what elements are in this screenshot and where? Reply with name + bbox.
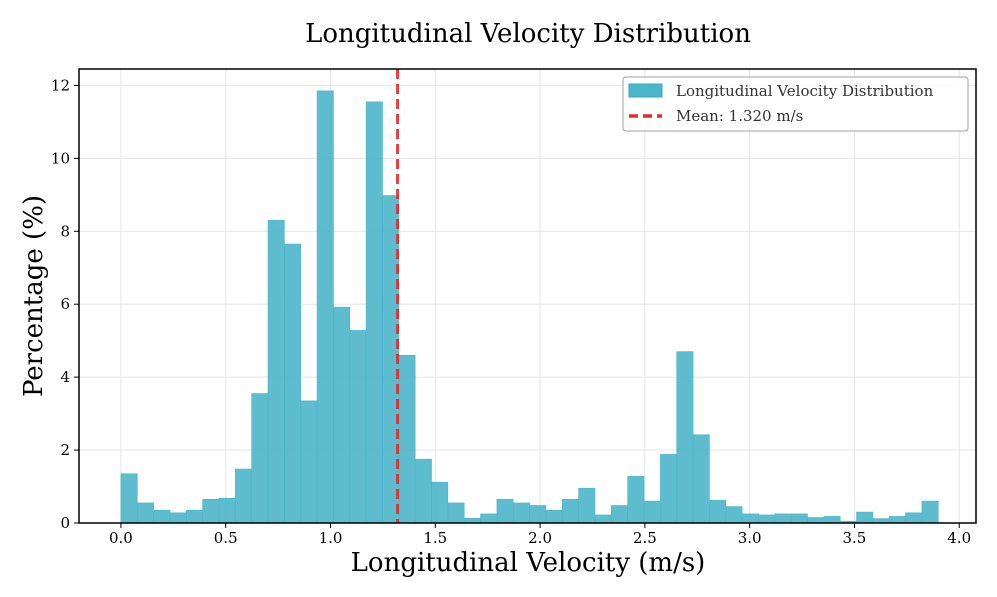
histogram-bar xyxy=(545,509,563,524)
histogram-bar xyxy=(349,330,367,524)
y-tick-label: 0 xyxy=(60,514,70,532)
histogram-bar xyxy=(169,512,187,524)
histogram-bar xyxy=(365,101,383,524)
histogram-bar xyxy=(284,243,302,524)
legend-box xyxy=(622,76,969,132)
x-tick-label: 2.5 xyxy=(633,529,657,547)
histogram-bar xyxy=(186,509,203,524)
legend-patch-histogram xyxy=(628,83,663,98)
y-axis-ticks: 0 2 4 6 8 10 12 xyxy=(51,76,79,532)
histogram-bar xyxy=(643,500,661,524)
histogram-bar xyxy=(807,517,825,524)
histogram-bar xyxy=(202,498,220,524)
legend: Longitudinal Velocity Distribution Mean:… xyxy=(622,76,969,132)
histogram-bar xyxy=(512,502,530,524)
histogram-bars xyxy=(120,90,939,524)
histogram-bar xyxy=(611,505,628,524)
histogram-bar xyxy=(447,502,465,524)
histogram-bar xyxy=(496,498,514,524)
x-axis-ticks: 0.0 0.5 1.0 1.5 2.0 2.5 3.0 3.5 4.0 xyxy=(109,523,971,547)
x-tick-label: 1.5 xyxy=(423,529,447,547)
histogram-bar xyxy=(790,513,808,524)
histogram-bar xyxy=(905,512,923,524)
histogram-bar xyxy=(561,498,579,524)
y-tick-label: 6 xyxy=(60,295,70,313)
histogram-bar xyxy=(251,393,269,524)
histogram-bar xyxy=(333,306,351,524)
x-axis-label: Longitudinal Velocity (m/s) xyxy=(351,548,706,578)
histogram-bar xyxy=(856,511,874,524)
histogram-bar xyxy=(578,488,596,524)
histogram-bar xyxy=(627,476,645,524)
x-tick-label: 3.5 xyxy=(843,529,867,547)
grid-lines xyxy=(79,69,976,524)
histogram-bar xyxy=(888,516,906,524)
histogram-bar xyxy=(660,454,678,524)
histogram-bar xyxy=(235,468,252,524)
histogram-bar xyxy=(741,513,759,524)
histogram-bar xyxy=(136,502,154,524)
histogram-bar xyxy=(692,434,710,524)
histogram-bar xyxy=(414,458,432,524)
chart-title: Longitudinal Velocity Distribution xyxy=(305,19,751,49)
x-tick-label: 4.0 xyxy=(947,529,971,547)
histogram-bar xyxy=(725,506,743,524)
legend-label-histogram: Longitudinal Velocity Distribution xyxy=(676,82,934,100)
histogram-bar xyxy=(823,516,841,524)
histogram-bar xyxy=(529,505,547,524)
histogram-bar xyxy=(120,473,138,524)
histogram-bar xyxy=(709,500,727,524)
histogram-bar xyxy=(676,351,694,524)
histogram-bar xyxy=(153,509,171,524)
y-tick-label: 2 xyxy=(60,441,70,459)
y-tick-label: 10 xyxy=(51,149,70,167)
y-tick-label: 12 xyxy=(51,76,70,94)
x-tick-label: 0.0 xyxy=(109,529,133,547)
x-tick-label: 2.0 xyxy=(528,529,552,547)
y-tick-label: 4 xyxy=(60,368,70,386)
y-axis-label: Percentage (%) xyxy=(19,195,49,397)
histogram-bar xyxy=(267,220,285,524)
plot-frame xyxy=(78,68,977,524)
x-tick-label: 0.5 xyxy=(214,529,238,547)
histogram-bar xyxy=(218,497,236,524)
x-tick-label: 3.0 xyxy=(738,529,762,547)
histogram-bar xyxy=(921,500,939,524)
histogram-bar xyxy=(431,481,449,524)
histogram-bar xyxy=(316,90,334,524)
legend-label-mean: Mean: 1.320 m/s xyxy=(676,107,803,125)
histogram-bar xyxy=(758,514,776,524)
x-tick-label: 1.0 xyxy=(319,529,343,547)
histogram-bar xyxy=(774,513,792,524)
histogram-bar xyxy=(300,400,318,524)
histogram-bar xyxy=(594,514,612,524)
y-tick-label: 8 xyxy=(60,222,70,240)
histogram-bar xyxy=(398,354,416,524)
histogram-bar xyxy=(480,513,498,524)
